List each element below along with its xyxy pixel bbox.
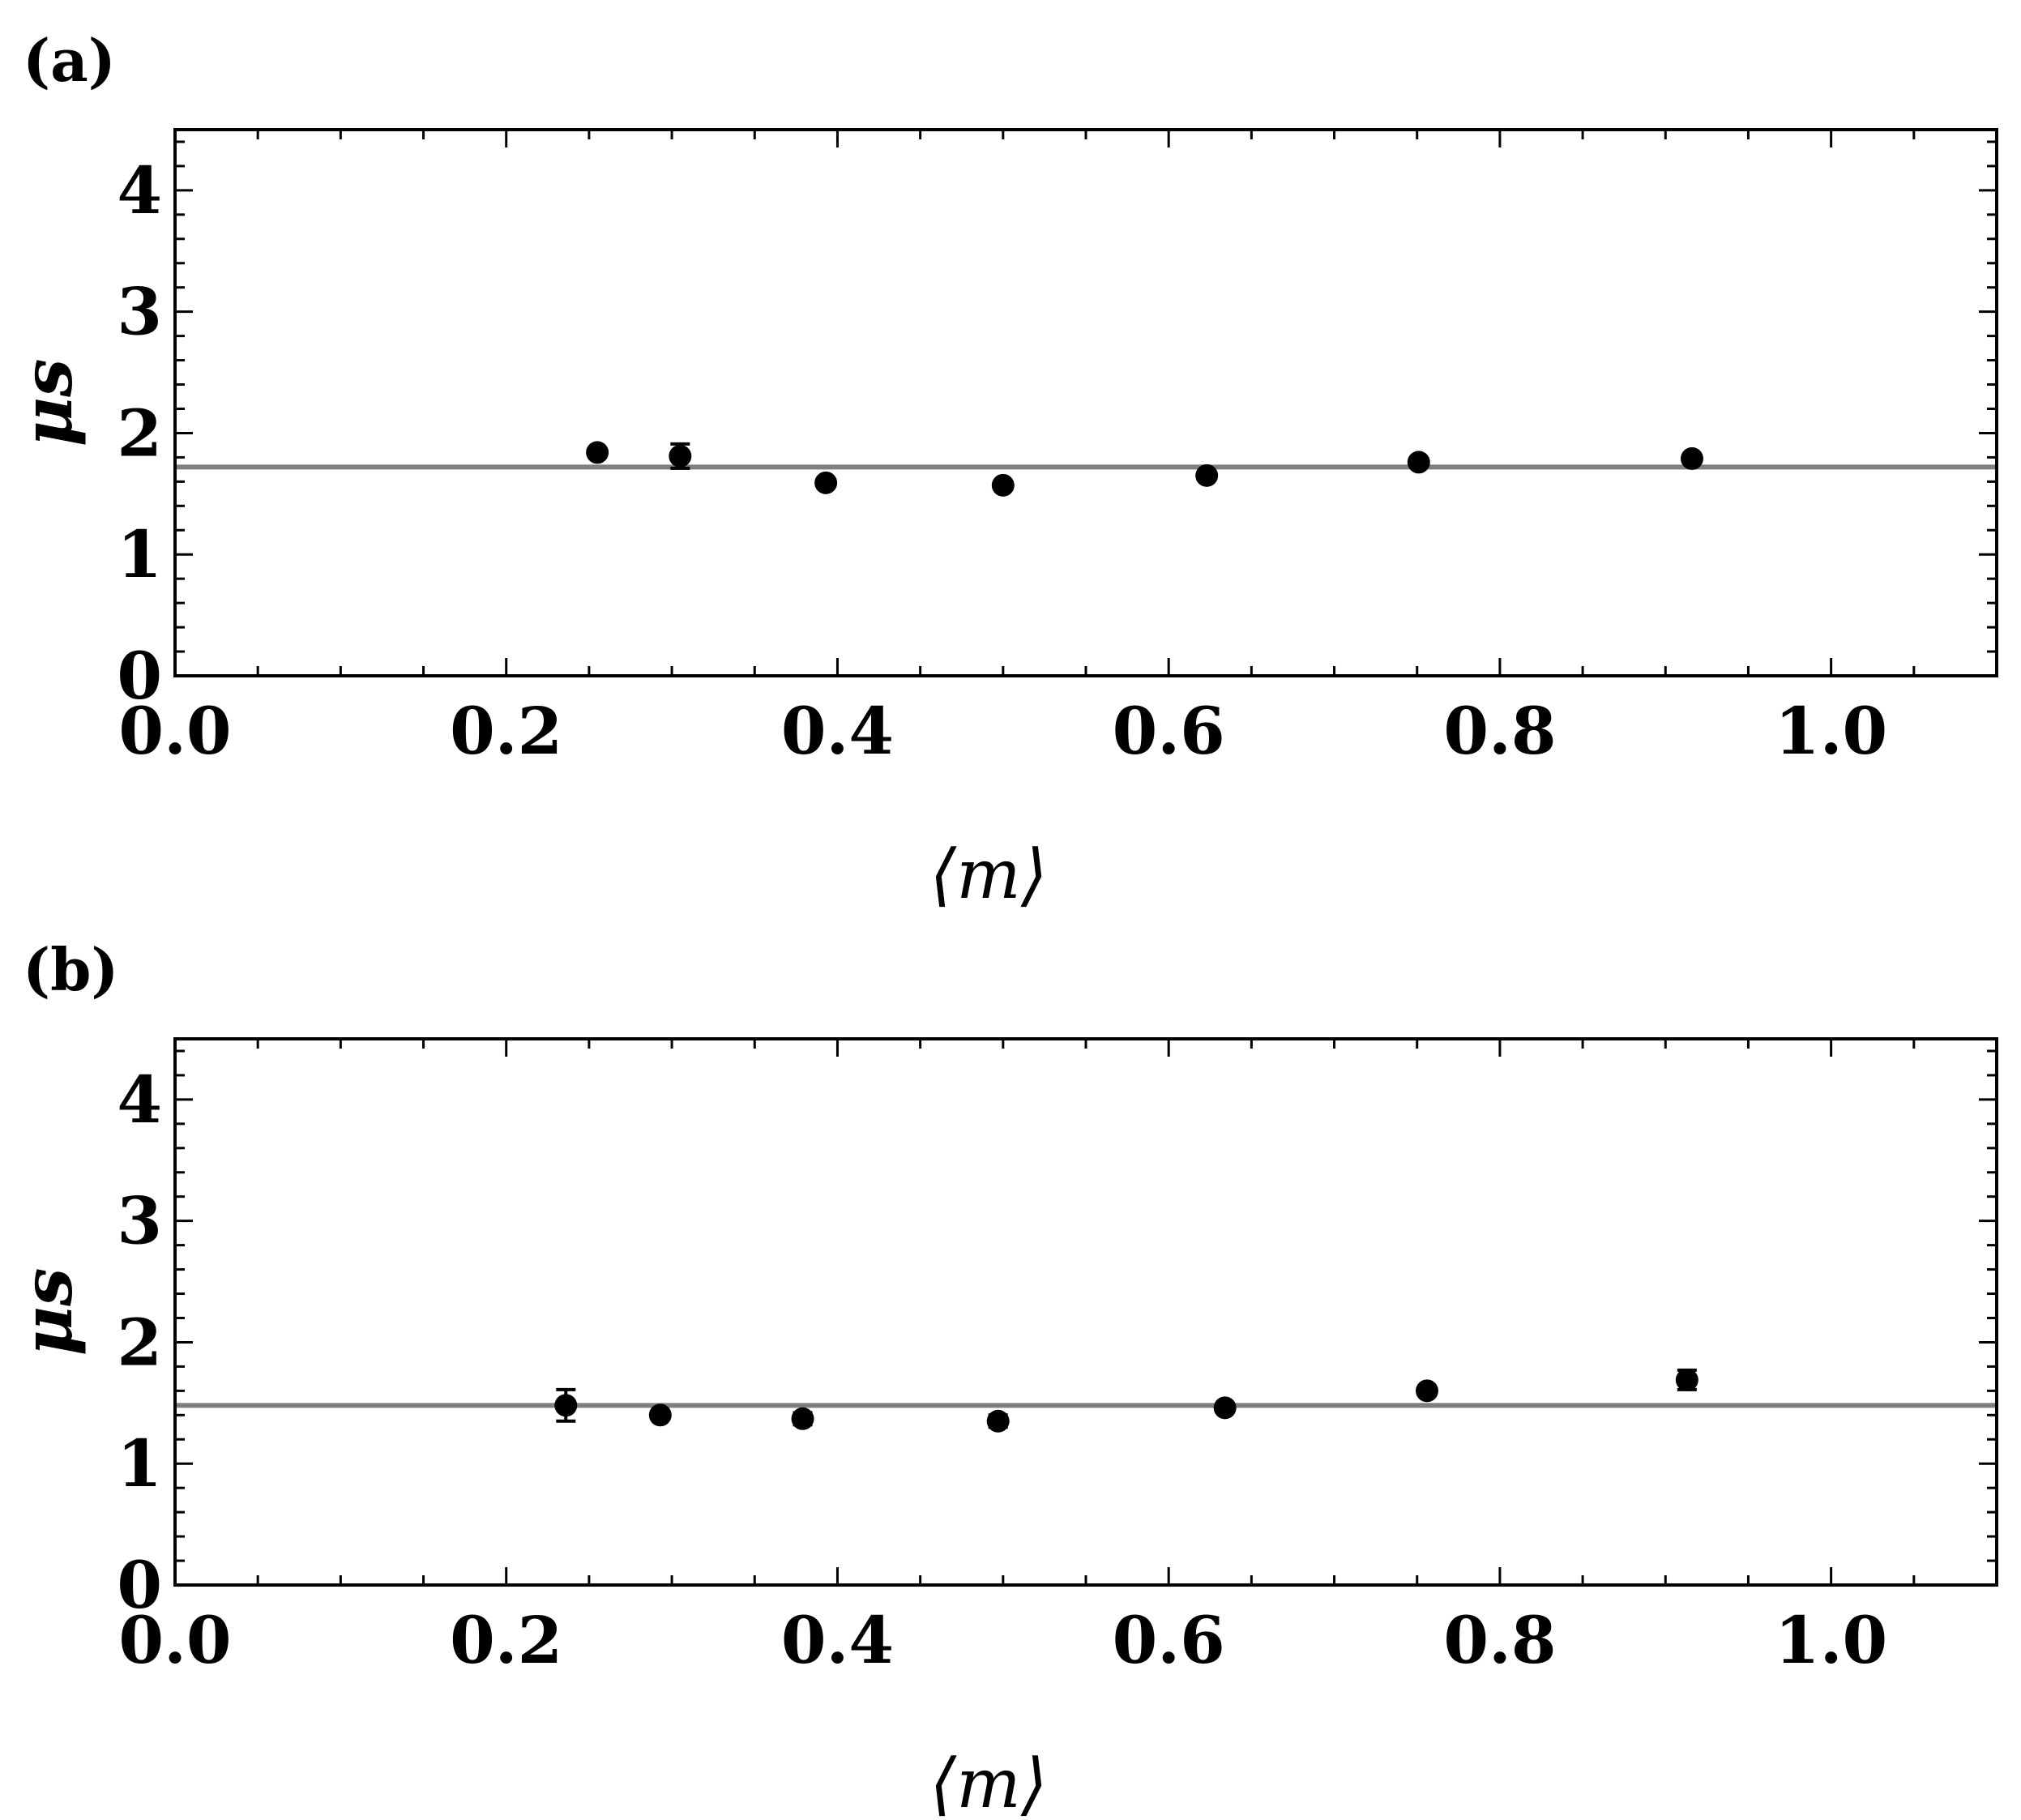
x-axis-label: ⟨m⟩: [929, 835, 1047, 914]
panel-a: (a) 0.0 0.2 0.4 0.6 0.8 1.0 0 1 2 3 4 ⟨m⟩ μs: [7, 26, 1998, 914]
x-tick-label: 0.2: [450, 693, 562, 769]
y-tick-label: 2: [117, 395, 162, 471]
panel-label: (a): [23, 26, 116, 95]
panel-b: (b) 0.0 0.2 0.4 0.6 0.8 1.0 0 1 2 3 4 ⟨m⟩ μs: [7, 935, 1998, 1820]
x-tick-label: 0.2: [450, 1602, 562, 1678]
x-tick-label: 0.4: [781, 1602, 894, 1678]
y-tick-label: 0: [117, 1547, 162, 1623]
x-tick-label: 0.8: [1443, 693, 1556, 769]
x-tick-label: 0.4: [781, 693, 894, 769]
data-point: [648, 1403, 672, 1427]
y-tick-label: 1: [117, 1425, 162, 1502]
plot-frame: [173, 1037, 1998, 1587]
x-tick-label: 0.0: [118, 1602, 231, 1678]
panel-label: (b): [23, 935, 118, 1004]
x-tick-label: 1.0: [1775, 1602, 1887, 1678]
y-axis-label: μs: [7, 359, 88, 447]
data-point: [1407, 451, 1430, 474]
x-tick-label: 0.8: [1443, 1602, 1556, 1678]
x-tick-label: 0.6: [1113, 693, 1225, 769]
data-point: [1680, 446, 1703, 470]
x-tick-label: 0.6: [1113, 1602, 1225, 1678]
x-tick-label: 1.0: [1775, 693, 1887, 769]
plot-frame: [173, 128, 1998, 677]
y-tick-label: 1: [117, 516, 162, 592]
data-point: [791, 1407, 814, 1430]
data-point: [586, 441, 609, 464]
data-point: [814, 471, 838, 494]
data-point: [1415, 1379, 1438, 1403]
data-point: [991, 473, 1015, 497]
x-tick-label: 0.0: [118, 693, 231, 769]
data-point: [669, 444, 692, 468]
y-tick-label: 2: [117, 1304, 162, 1380]
data-point: [986, 1409, 1010, 1433]
y-tick-label: 3: [117, 1183, 162, 1259]
data-point: [1195, 464, 1219, 487]
y-tick-label: 4: [117, 1062, 162, 1138]
data-point: [554, 1394, 578, 1417]
y-tick-label: 0: [117, 638, 162, 714]
y-tick-label: 3: [117, 274, 162, 350]
data-point: [1213, 1396, 1237, 1420]
data-point: [1675, 1368, 1698, 1391]
y-tick-label: 4: [117, 152, 162, 229]
x-axis-label: ⟨m⟩: [929, 1744, 1047, 1820]
y-axis-label: μs: [7, 1268, 88, 1356]
